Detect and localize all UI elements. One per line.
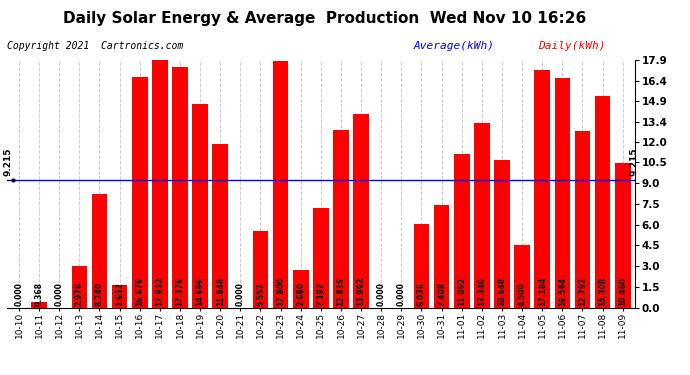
Bar xyxy=(615,163,631,308)
Text: 17.376: 17.376 xyxy=(175,277,184,306)
Text: Average(kWh): Average(kWh) xyxy=(414,41,495,51)
Bar xyxy=(313,208,328,308)
Bar xyxy=(72,266,87,308)
Bar xyxy=(293,270,308,308)
Text: 12.792: 12.792 xyxy=(578,277,587,306)
Bar xyxy=(434,205,449,308)
Text: 7.408: 7.408 xyxy=(437,282,446,306)
Text: 17.184: 17.184 xyxy=(538,277,546,306)
Text: 17.932: 17.932 xyxy=(155,277,164,306)
Text: 15.308: 15.308 xyxy=(598,277,607,306)
Bar xyxy=(474,123,490,308)
Text: 16.676: 16.676 xyxy=(135,277,144,306)
Text: Daily(kWh): Daily(kWh) xyxy=(538,41,606,51)
Text: 10.460: 10.460 xyxy=(618,277,627,306)
Bar xyxy=(132,77,148,308)
Text: 8.240: 8.240 xyxy=(95,282,104,306)
Text: 9.215: 9.215 xyxy=(629,147,638,176)
Text: 4.500: 4.500 xyxy=(518,283,526,306)
Bar xyxy=(514,245,530,308)
Text: 17.800: 17.800 xyxy=(276,277,285,306)
Text: 7.192: 7.192 xyxy=(316,282,326,306)
Text: 0.000: 0.000 xyxy=(14,282,23,306)
Text: 16.584: 16.584 xyxy=(558,277,567,306)
Text: 9.215: 9.215 xyxy=(3,147,12,176)
Text: 13.992: 13.992 xyxy=(357,277,366,306)
Text: 0.000: 0.000 xyxy=(55,282,63,306)
Bar xyxy=(595,96,611,308)
Text: 11.848: 11.848 xyxy=(216,277,225,306)
Bar xyxy=(353,114,369,308)
Text: 11.092: 11.092 xyxy=(457,277,466,306)
Bar xyxy=(112,285,128,308)
Bar xyxy=(494,160,510,308)
Bar xyxy=(333,130,349,308)
Bar xyxy=(413,224,429,308)
Bar xyxy=(273,62,288,308)
Bar xyxy=(152,60,168,308)
Bar xyxy=(31,302,47,307)
Text: 6.036: 6.036 xyxy=(417,282,426,306)
Text: 0.000: 0.000 xyxy=(236,282,245,306)
Bar xyxy=(555,78,570,308)
Text: 0.000: 0.000 xyxy=(377,282,386,306)
Bar xyxy=(575,130,591,308)
Text: 5.552: 5.552 xyxy=(256,283,265,306)
Bar xyxy=(454,154,470,308)
Text: 0.368: 0.368 xyxy=(34,282,43,306)
Text: 0.000: 0.000 xyxy=(397,282,406,306)
Text: 1.632: 1.632 xyxy=(115,282,124,306)
Text: 12.816: 12.816 xyxy=(337,277,346,306)
Bar xyxy=(213,144,228,308)
Bar xyxy=(193,104,208,308)
Text: 2.680: 2.680 xyxy=(296,282,305,306)
Text: Daily Solar Energy & Average  Production  Wed Nov 10 16:26: Daily Solar Energy & Average Production … xyxy=(63,11,586,26)
Bar xyxy=(92,194,108,308)
Text: Copyright 2021  Cartronics.com: Copyright 2021 Cartronics.com xyxy=(7,41,183,51)
Text: 14.696: 14.696 xyxy=(195,277,205,306)
Bar xyxy=(253,231,268,308)
Text: 2.976: 2.976 xyxy=(75,282,84,306)
Bar xyxy=(534,70,550,308)
Text: 10.648: 10.648 xyxy=(497,277,506,306)
Bar xyxy=(172,67,188,308)
Text: 13.340: 13.340 xyxy=(477,277,486,306)
